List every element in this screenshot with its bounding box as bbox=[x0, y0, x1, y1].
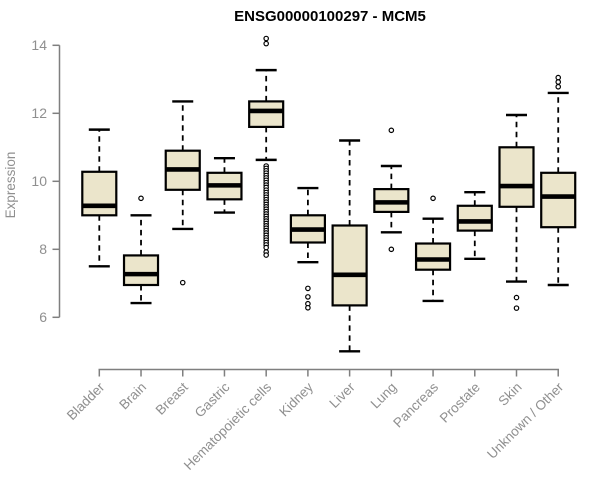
outlier-point bbox=[388, 246, 395, 253]
x-tick-label-unknown-other: Unknown / Other bbox=[484, 379, 567, 462]
x-tick-label-brain: Brain bbox=[116, 380, 149, 413]
box-iqr bbox=[81, 170, 118, 217]
outlier-point bbox=[263, 35, 269, 42]
outlier-point bbox=[138, 195, 144, 202]
box-group-brain bbox=[122, 195, 160, 305]
chart-title: ENSG00000100297 - MCM5 bbox=[234, 8, 426, 25]
outlier-point bbox=[305, 294, 311, 300]
box-group-prostate bbox=[456, 190, 493, 261]
x-tick-label-pancreas: Pancreas bbox=[390, 379, 441, 430]
outlier-point bbox=[388, 127, 395, 134]
box-group-bladder bbox=[81, 128, 118, 268]
x-tick-label-breast: Breast bbox=[153, 379, 191, 417]
x-tick-label-liver: Liver bbox=[326, 379, 358, 411]
x-tick-label-skin: Skin bbox=[495, 380, 524, 409]
outlier-point bbox=[555, 83, 562, 90]
outlier-point bbox=[513, 305, 520, 311]
y-tick-label: 6 bbox=[39, 309, 47, 325]
box-group-lung bbox=[373, 127, 410, 253]
x-tick-label-bladder: Bladder bbox=[64, 379, 108, 423]
box-group-gastric bbox=[206, 156, 243, 214]
box-group-hematopoietic-cells bbox=[248, 35, 285, 258]
outlier-point bbox=[263, 244, 269, 251]
outlier-point bbox=[305, 304, 311, 311]
outlier-point bbox=[179, 279, 186, 286]
outlier-point bbox=[555, 79, 562, 85]
box-iqr bbox=[498, 146, 535, 208]
box-iqr bbox=[331, 224, 368, 307]
outlier-point bbox=[305, 285, 311, 292]
x-tick-label-kidney: Kidney bbox=[276, 379, 316, 419]
box-iqr bbox=[122, 254, 160, 287]
outlier-point bbox=[555, 74, 562, 81]
y-tick-label: 8 bbox=[39, 241, 47, 257]
outlier-point bbox=[263, 252, 269, 258]
y-tick-label: 10 bbox=[31, 173, 47, 189]
box-group-skin bbox=[498, 113, 535, 311]
box-iqr bbox=[414, 242, 452, 271]
x-tick-label-gastric: Gastric bbox=[192, 379, 233, 420]
box-group-unknown-other bbox=[540, 74, 577, 287]
outlier-point bbox=[263, 40, 269, 47]
y-tick-label: 12 bbox=[31, 105, 47, 121]
outlier-point bbox=[430, 195, 436, 202]
box-group-liver bbox=[331, 139, 368, 353]
box-iqr bbox=[456, 204, 493, 232]
box-group-kidney bbox=[289, 186, 326, 311]
y-tick-label: 14 bbox=[31, 37, 47, 53]
outlier-point bbox=[513, 294, 520, 301]
x-tick-label-prostate: Prostate bbox=[437, 380, 483, 426]
y-axis-label: Expression bbox=[3, 151, 18, 219]
box-iqr bbox=[540, 171, 577, 229]
x-tick-label-lung: Lung bbox=[368, 380, 400, 412]
box-group-breast bbox=[164, 100, 201, 286]
box-group-pancreas bbox=[414, 195, 452, 303]
box-iqr bbox=[248, 100, 285, 129]
